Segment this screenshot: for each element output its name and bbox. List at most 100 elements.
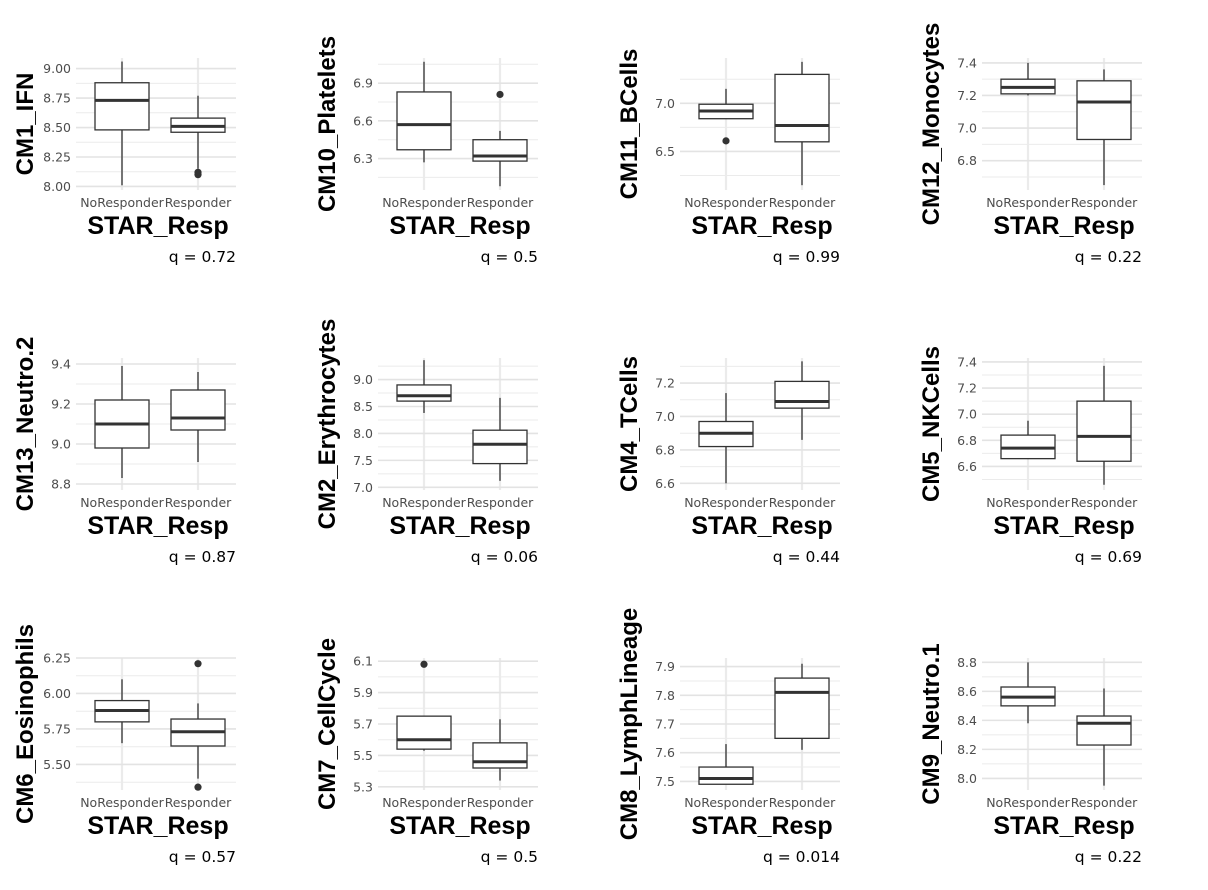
boxplot-svg: 6.8 7.0 7.2 7.4 NoResponder Responder STAR_Res… bbox=[918, 23, 1142, 266]
x-axis-title: STAR_Resp bbox=[389, 212, 530, 240]
outlier-point bbox=[194, 783, 202, 791]
y-tick-label: 9.0 bbox=[51, 437, 71, 452]
y-axis-title: CM13_Neutro.2 bbox=[12, 337, 39, 512]
y-tick-label: 7.9 bbox=[655, 659, 675, 674]
y-tick-label: 8.6 bbox=[957, 684, 977, 699]
box-iqr bbox=[94, 82, 150, 131]
x-category-label: Responder bbox=[769, 195, 836, 210]
y-tick-label: 8.25 bbox=[43, 150, 71, 165]
boxplot-panel: 7.0 7.5 8.0 8.5 9.0 NoResponder Responder STAR_… bbox=[302, 300, 604, 590]
y-tick-label: 6.8 bbox=[957, 433, 977, 448]
y-axis-title: CM9_Neutro.1 bbox=[918, 643, 945, 804]
x-category-label: NoResponder bbox=[684, 195, 768, 210]
y-tick-label: 6.3 bbox=[353, 151, 373, 166]
q-value-annotation: q = 0.22 bbox=[1075, 848, 1142, 866]
outlier-point bbox=[722, 137, 730, 145]
x-category-label: NoResponder bbox=[382, 495, 466, 510]
box-iqr bbox=[396, 715, 452, 750]
x-category-label: NoResponder bbox=[80, 495, 164, 510]
boxplot-panel: 5.3 5.5 5.7 5.9 6.1 NoResponder Responder STAR_… bbox=[302, 600, 604, 890]
q-value-annotation: q = 0.44 bbox=[773, 548, 840, 566]
y-axis-title: CM12_Monocytes bbox=[918, 23, 945, 226]
boxplot-svg: 6.6 6.8 7.0 7.2 NoResponder Responder STAR_Res… bbox=[616, 356, 840, 566]
y-tick-label: 5.9 bbox=[353, 685, 373, 700]
boxplot-svg: 7.0 7.5 8.0 8.5 9.0 NoResponder Responder STAR_… bbox=[314, 319, 538, 566]
y-tick-label: 7.4 bbox=[957, 55, 977, 70]
box-iqr bbox=[1076, 400, 1132, 462]
boxplot-panel: 8.00 8.25 8.50 8.75 9.00 NoResponder Responder… bbox=[0, 0, 302, 290]
boxplot-panel: 6.3 6.6 6.9 NoResponder Responder STAR_Resp CM… bbox=[302, 0, 604, 290]
x-category-label: NoResponder bbox=[684, 795, 768, 810]
x-category-label: NoResponder bbox=[986, 795, 1070, 810]
y-axis-title: CM8_LymphLineage bbox=[616, 608, 643, 841]
x-category-label: Responder bbox=[467, 195, 534, 210]
y-tick-label: 8.4 bbox=[957, 713, 977, 728]
x-category-label: NoResponder bbox=[80, 795, 164, 810]
y-tick-label: 7.5 bbox=[353, 453, 373, 468]
y-tick-label: 7.0 bbox=[957, 407, 977, 422]
q-value-annotation: q = 0.22 bbox=[1075, 248, 1142, 266]
y-tick-label: 7.5 bbox=[655, 774, 675, 789]
x-category-label: Responder bbox=[467, 795, 534, 810]
boxplot-svg: 6.3 6.6 6.9 NoResponder Responder STAR_Resp CM… bbox=[314, 36, 538, 266]
boxplot-panel: 6.6 6.8 7.0 7.2 NoResponder Responder STAR_Res… bbox=[604, 300, 906, 590]
boxplot-panel: 5.50 5.75 6.00 6.25 NoResponder Responder STAR… bbox=[0, 600, 302, 890]
x-category-label: NoResponder bbox=[986, 195, 1070, 210]
x-axis-title: STAR_Resp bbox=[87, 812, 228, 840]
y-tick-label: 8.0 bbox=[353, 426, 373, 441]
x-axis-title: STAR_Resp bbox=[691, 212, 832, 240]
x-category-label: NoResponder bbox=[684, 495, 768, 510]
y-tick-label: 7.2 bbox=[655, 376, 675, 391]
boxplot-svg: 8.0 8.2 8.4 8.6 8.8 NoResponder Responder STAR_… bbox=[918, 643, 1142, 866]
y-tick-label: 7.0 bbox=[353, 480, 373, 495]
y-tick-label: 6.6 bbox=[353, 113, 373, 128]
boxplot-panel: 6.6 6.8 7.0 7.2 7.4 NoResponder Responder STAR_… bbox=[906, 300, 1208, 590]
boxplot-svg: 6.5 7.0 NoResponder Responder STAR_Resp CM11_… bbox=[616, 49, 840, 266]
y-tick-label: 7.2 bbox=[957, 381, 977, 396]
y-tick-label: 8.0 bbox=[957, 771, 977, 786]
y-tick-label: 8.8 bbox=[957, 655, 977, 670]
x-category-label: NoResponder bbox=[80, 195, 164, 210]
x-category-label: Responder bbox=[1071, 795, 1138, 810]
y-tick-label: 6.1 bbox=[353, 654, 373, 669]
x-category-label: NoResponder bbox=[382, 195, 466, 210]
y-axis-title: CM7_CellCycle bbox=[314, 638, 341, 810]
boxplot-grid: 8.00 8.25 8.50 8.75 9.00 NoResponder Responder… bbox=[0, 0, 1208, 866]
y-tick-label: 7.8 bbox=[655, 688, 675, 703]
x-axis-title: STAR_Resp bbox=[389, 812, 530, 840]
x-axis-title: STAR_Resp bbox=[87, 512, 228, 540]
q-value-annotation: q = 0.57 bbox=[169, 848, 236, 866]
q-value-annotation: q = 0.87 bbox=[169, 548, 236, 566]
y-tick-label: 9.4 bbox=[51, 357, 71, 372]
y-tick-label: 6.8 bbox=[655, 442, 675, 457]
y-tick-label: 6.9 bbox=[353, 76, 373, 91]
y-tick-label: 6.5 bbox=[655, 144, 675, 159]
x-category-label: Responder bbox=[769, 495, 836, 510]
boxplot-svg: 7.5 7.6 7.7 7.8 7.9 NoResponder Responder STAR_… bbox=[616, 608, 840, 866]
y-tick-label: 7.6 bbox=[655, 745, 675, 760]
outlier-point bbox=[496, 90, 504, 99]
x-axis-title: STAR_Resp bbox=[87, 212, 228, 240]
boxplot-panel: 8.0 8.2 8.4 8.6 8.8 NoResponder Responder STAR_… bbox=[906, 600, 1208, 890]
y-tick-label: 7.4 bbox=[957, 354, 977, 369]
y-axis-title: CM5_NKCells bbox=[918, 346, 945, 502]
y-tick-label: 7.2 bbox=[957, 88, 977, 103]
box-iqr bbox=[170, 389, 226, 431]
y-tick-label: 5.5 bbox=[353, 748, 373, 763]
q-value-annotation: q = 0.06 bbox=[471, 548, 538, 566]
x-category-label: Responder bbox=[769, 795, 836, 810]
boxplot-svg: 6.6 6.8 7.0 7.2 7.4 NoResponder Responder STAR_… bbox=[918, 346, 1142, 566]
y-axis-title: CM1_IFN bbox=[12, 73, 39, 176]
y-tick-label: 8.75 bbox=[43, 91, 71, 106]
box-iqr bbox=[1076, 715, 1132, 746]
x-axis-title: STAR_Resp bbox=[691, 812, 832, 840]
y-tick-label: 9.2 bbox=[51, 397, 71, 412]
box-iqr bbox=[396, 384, 452, 402]
q-value-annotation: q = 0.69 bbox=[1075, 548, 1142, 566]
boxplot-svg: 8.8 9.0 9.2 9.4 NoResponder Responder STAR_Res… bbox=[12, 337, 236, 566]
y-tick-label: 8.5 bbox=[353, 399, 373, 414]
box-iqr bbox=[1076, 80, 1132, 141]
x-category-label: NoResponder bbox=[986, 495, 1070, 510]
box-iqr bbox=[396, 91, 452, 151]
box-iqr bbox=[472, 742, 528, 769]
